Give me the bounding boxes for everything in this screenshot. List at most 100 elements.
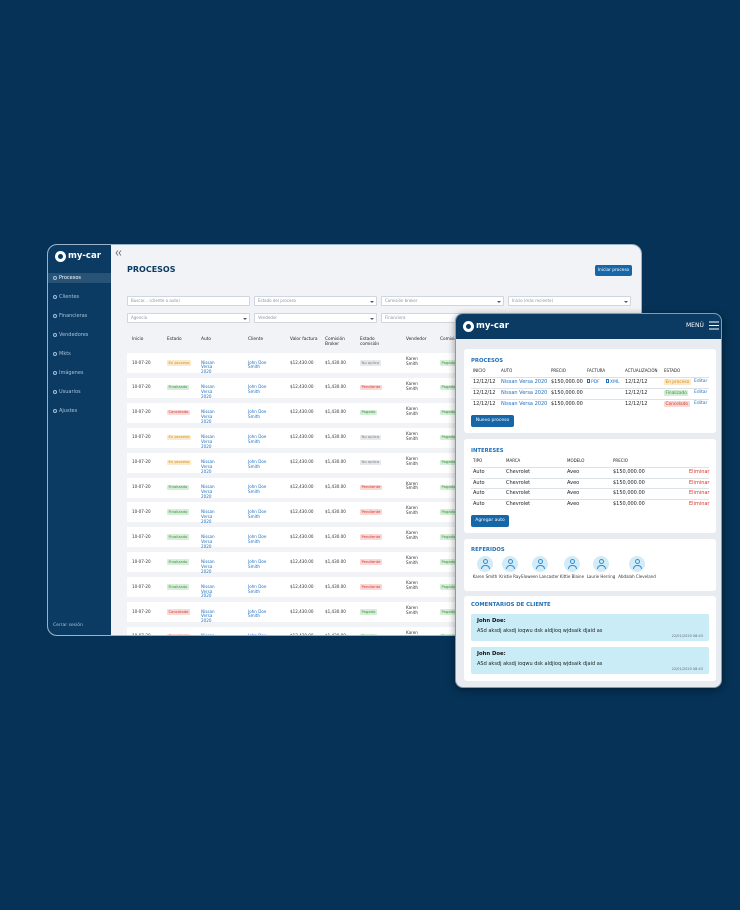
nav-label[interactable]: Vendedores — [59, 332, 89, 338]
filter-placeholder[interactable]: Agencia — [131, 315, 148, 320]
table-cell[interactable]: John Doe Smith — [248, 508, 267, 519]
filter-input[interactable]: Agencia — [127, 313, 250, 323]
table-cell[interactable]: Nissan Versa 2020 — [201, 533, 215, 549]
column-header: PRECIO — [551, 368, 566, 373]
nav-item[interactable]: Usuarios — [48, 387, 111, 397]
filter-input[interactable]: Vendedor — [254, 313, 377, 323]
avatar[interactable] — [477, 556, 493, 572]
file-label[interactable]: XML — [610, 380, 620, 385]
filter-input[interactable]: Inicio (más reciente) — [508, 296, 631, 306]
menu-label[interactable]: MENÚ — [686, 322, 704, 329]
table-cell[interactable]: John Doe Smith — [248, 608, 267, 619]
table-cell[interactable]: Nissan Versa 2020 — [201, 434, 215, 449]
nav-icon — [53, 333, 57, 337]
nav-item[interactable]: Imágenes — [48, 368, 111, 378]
status-badge: Finalizado — [167, 384, 189, 391]
table-cell[interactable]: John Doe Smith — [248, 558, 267, 569]
hamburger-icon[interactable] — [709, 321, 719, 330]
table-cell[interactable]: John Doe Smith — [248, 633, 267, 636]
nav-label[interactable]: Imágenes — [59, 370, 84, 376]
table-cell[interactable]: Nissan Versa 2020 — [201, 558, 215, 574]
filter-input[interactable]: Comisión broker — [381, 296, 504, 306]
avatar[interactable] — [502, 556, 518, 572]
table-cell[interactable]: Nissan Versa 2020 — [201, 608, 215, 624]
filter-input[interactable]: Buscar... (cliente o auto) — [127, 296, 250, 306]
table-cell: 12/12/12 — [625, 401, 648, 407]
filter-placeholder[interactable]: Financiera — [385, 315, 406, 320]
filter-placeholder[interactable]: Inicio (más reciente) — [512, 298, 554, 303]
button[interactable]: Agregar auto — [471, 515, 509, 527]
status-badge: En proceso — [167, 434, 191, 441]
table-cell: Aveo — [567, 469, 580, 475]
table-cell[interactable]: Nissan Versa 2020 — [501, 379, 548, 385]
nav-label[interactable]: Clientes — [59, 294, 80, 300]
avatar[interactable] — [564, 556, 580, 572]
nav-item[interactable]: Procesos — [48, 273, 111, 283]
nav-item[interactable]: Mkts — [48, 349, 111, 359]
nav-item[interactable]: Clientes — [48, 292, 111, 302]
nav-label[interactable]: Usuarios — [59, 389, 81, 395]
table-cell[interactable]: Nissan Versa 2020 — [501, 390, 548, 396]
table-cell: $12,430.00 — [290, 558, 314, 564]
table-cell[interactable]: Nissan Versa 2020 — [201, 459, 215, 474]
nav-label[interactable]: Mkts — [59, 351, 71, 357]
filter-placeholder[interactable]: Buscar... (cliente o auto) — [131, 298, 180, 303]
table-cell[interactable]: John Doe Smith — [248, 359, 267, 370]
table-cell: $150,000.00 — [613, 469, 645, 475]
delete-link[interactable]: Eliminar — [689, 500, 710, 507]
dropdown-arrow — [370, 317, 374, 320]
table-cell[interactable]: John Doe Smith — [248, 409, 267, 420]
nav-label[interactable]: Procesos — [59, 275, 82, 281]
primary-button[interactable]: Iniciar proceso — [595, 265, 632, 276]
table-cell[interactable]: John Doe Smith — [248, 484, 267, 494]
edit-link[interactable]: Editar — [694, 390, 708, 395]
avatar[interactable] — [593, 556, 609, 572]
file-label[interactable]: PDF — [591, 380, 600, 385]
edit-link[interactable]: Editar — [694, 379, 708, 384]
delete-link[interactable]: Eliminar — [689, 479, 710, 486]
collapse-icon[interactable] — [115, 250, 123, 256]
delete-link[interactable]: Eliminar — [689, 469, 710, 475]
table-cell[interactable]: Nissan Versa 2020 — [501, 401, 548, 407]
edit-link[interactable]: Editar — [694, 401, 708, 406]
table-cell: Aveo — [567, 479, 580, 486]
nav-label[interactable]: Ajustes — [59, 408, 78, 414]
table-cell[interactable]: John Doe Smith — [248, 533, 267, 544]
table-cell[interactable]: John Doe Smith — [248, 384, 267, 395]
card: COMENTARIOS DE CLIENTE John Doe: ASd aksdj… — [464, 596, 716, 681]
status-badge: No aplica — [360, 434, 381, 441]
file-link[interactable]: XML — [606, 379, 619, 385]
table-cell[interactable]: Nissan Versa 2020 — [201, 583, 215, 599]
table-cell[interactable]: Nissan Versa 2020 — [201, 508, 215, 524]
nav-label[interactable]: Financieras — [59, 313, 88, 319]
table-cell[interactable]: John Doe Smith — [248, 434, 267, 445]
table-cell[interactable]: Nissan Versa 2020 — [201, 409, 215, 425]
status-badge: Pagado — [440, 533, 457, 540]
table-cell[interactable]: Nissan Versa 2020 — [201, 484, 215, 499]
filter-input[interactable]: Estado del proceso — [254, 296, 377, 306]
avatar[interactable] — [629, 556, 645, 572]
row-divider — [471, 477, 709, 479]
nav-item[interactable]: Financieras — [48, 311, 111, 321]
logout[interactable]: Cerrar sesión — [53, 623, 83, 628]
filter-placeholder[interactable]: Comisión broker — [385, 298, 418, 303]
nav-item[interactable]: Ajustes — [48, 406, 111, 416]
table-cell[interactable]: John Doe Smith — [248, 459, 267, 469]
column-header: ACTUALIZACIÓN — [625, 368, 658, 373]
table-cell[interactable]: Nissan Versa 2020 — [201, 633, 215, 636]
filter-placeholder[interactable]: Vendedor — [258, 315, 278, 320]
nav-item[interactable]: Vendedores — [48, 330, 111, 340]
table-cell[interactable]: John Doe Smith — [248, 583, 267, 594]
button[interactable]: Nuevo proceso — [471, 415, 514, 427]
filter-placeholder[interactable]: Estado del proceso — [258, 298, 297, 303]
delete-link[interactable]: Eliminar — [689, 490, 710, 496]
avatar[interactable] — [532, 556, 548, 572]
table-cell: $12,430.00 — [290, 359, 314, 365]
table-cell[interactable]: Nissan Versa 2020 — [201, 384, 215, 400]
table-cell: $12,430.00 — [290, 459, 314, 465]
column-header: ESTADO — [664, 368, 681, 373]
status-badge: Pagado — [360, 409, 377, 416]
file-link[interactable]: PDF — [587, 379, 600, 385]
table-cell[interactable]: Nissan Versa 2020 — [201, 359, 215, 375]
